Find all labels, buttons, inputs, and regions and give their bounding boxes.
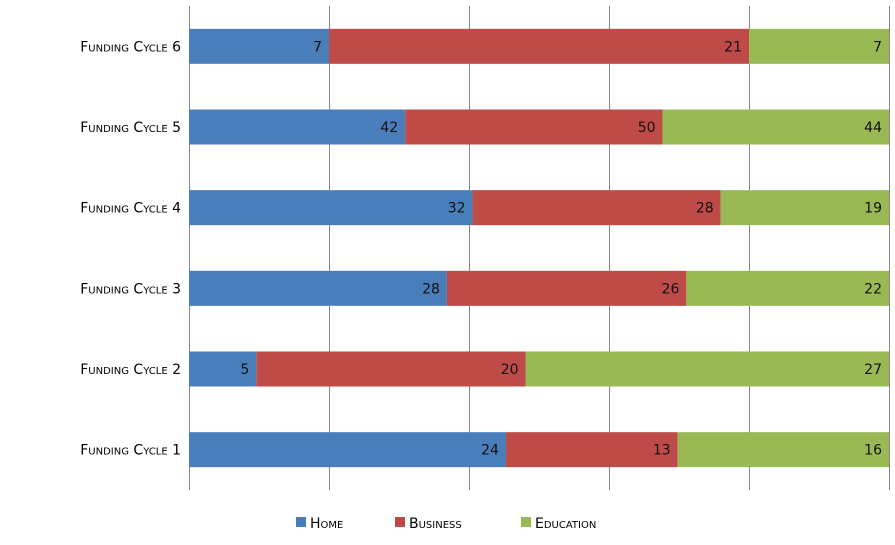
bar-home: [189, 190, 473, 226]
bar-education: [749, 28, 889, 64]
gridlines: [189, 6, 890, 490]
data-label: 28: [422, 281, 440, 297]
category-label: Funding Cycle 6: [80, 39, 181, 55]
legend-label-education: Education: [535, 516, 596, 532]
category-labels: Funding Cycle 1 Funding Cycle 2 Funding Cy…: [80, 39, 181, 458]
legend-label-business: Business: [409, 516, 462, 532]
bar-home: [189, 351, 257, 387]
data-label: 26: [662, 281, 680, 297]
data-label: 50: [638, 120, 656, 136]
bar-business: [446, 270, 687, 306]
bar-home: [189, 270, 447, 306]
category-label: Funding Cycle 1: [80, 443, 181, 459]
category-label: Funding Cycle 2: [80, 362, 181, 378]
bar-business: [329, 28, 749, 64]
bar-education: [686, 270, 889, 306]
data-label: 28: [696, 201, 714, 217]
data-label: 32: [448, 201, 466, 217]
bar-education: [662, 109, 889, 145]
data-label: 44: [864, 120, 882, 136]
data-label: 13: [653, 443, 671, 459]
data-label: 21: [724, 39, 742, 55]
legend-swatch-education: [521, 517, 531, 527]
data-label: 27: [864, 362, 882, 378]
category-label: Funding Cycle 3: [80, 281, 181, 297]
legend-label-home: Home: [310, 516, 343, 532]
bar-education: [525, 351, 889, 387]
bar-home: [189, 109, 406, 145]
legend: Home Business Education: [296, 516, 596, 532]
data-label: 24: [481, 443, 499, 459]
data-label: 16: [864, 443, 882, 459]
bar-home: [189, 432, 506, 468]
legend-swatch-home: [296, 517, 306, 527]
data-label: 42: [380, 120, 398, 136]
bar-business: [256, 351, 526, 387]
bar-business: [472, 190, 721, 226]
category-label: Funding Cycle 4: [80, 201, 181, 217]
data-label: 5: [240, 362, 249, 378]
data-label: 7: [313, 39, 322, 55]
data-label: 22: [864, 281, 882, 297]
bar-business: [505, 432, 678, 468]
bar-business: [405, 109, 663, 145]
bar-home: [189, 28, 329, 64]
data-label: 20: [501, 362, 519, 378]
bar-education: [677, 432, 889, 468]
data-label: 19: [864, 201, 882, 217]
category-label: Funding Cycle 5: [80, 120, 181, 136]
bar-education: [720, 190, 889, 226]
bars: [189, 28, 889, 468]
legend-swatch-business: [395, 517, 405, 527]
data-label: 7: [873, 39, 882, 55]
data-labels: 24 13 16 5 20 27 28 26 22 32 28 19 42 50 44 7 21 7: [240, 39, 882, 458]
